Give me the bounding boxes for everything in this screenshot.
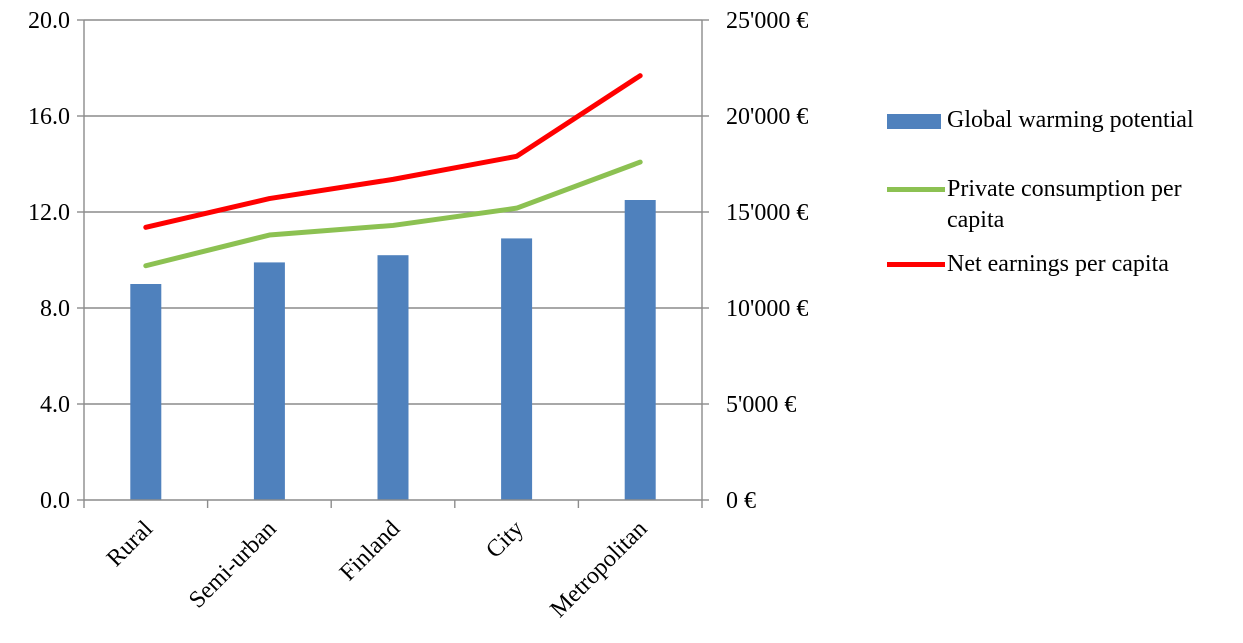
right-axis-tick-label: 5'000 € [726,392,796,418]
axes [77,19,709,508]
legend: Global warming potential Private consump… [887,105,1237,280]
line-series [143,73,643,269]
legend-item-consumption: Private consumption per capita [887,174,1237,236]
line-private-consumption [143,159,643,269]
legend-item-gwp: Global warming potential [887,105,1237,136]
legend-swatch-line [887,262,945,267]
legend-label: Global warming potential [947,107,1194,133]
left-axis-tick-label: 12.0 [28,200,70,226]
bar-global-warming-potential [130,284,162,500]
legend-label: Private consumption per capita [947,176,1182,233]
left-axis-tick-label: 4.0 [40,392,70,418]
x-axis-tick-label: Metropolitan [545,516,652,623]
bar-global-warming-potential [377,255,409,500]
bar-global-warming-potential [253,262,285,500]
gridlines [84,19,702,405]
x-axis-tick-label: Rural [102,516,158,572]
legend-item-earnings: Net earnings per capita [887,249,1237,280]
right-axis-tick-label: 20'000 € [726,104,808,130]
bar-series [130,200,656,500]
bar-global-warming-potential [624,200,656,500]
left-axis-tick-label: 8.0 [40,296,70,322]
right-axis-tick-labels: 0 € 5'000 € 10'000 € 15'000 € 20'000 € 25'000… [726,8,808,514]
legend-swatch-line [887,187,945,192]
x-axis-tick-label: Finland [335,516,405,586]
left-axis-tick-label: 0.0 [40,488,70,514]
right-axis-tick-label: 10'000 € [726,296,808,322]
left-axis-tick-labels: 0.0 4.0 8.0 12.0 16.0 20.0 [28,8,70,514]
left-axis-tick-label: 16.0 [28,104,70,130]
bar-global-warming-potential [501,238,533,500]
legend-label: Net earnings per capita [947,251,1169,277]
x-axis-tick-labels: Rural Semi-urban Finland City Metropolitan [102,516,652,623]
x-axis-tick-label: City [481,516,529,564]
legend-swatch-bar [887,114,941,129]
right-axis-tick-label: 15'000 € [726,200,808,226]
left-axis-tick-label: 20.0 [28,8,70,34]
right-axis-tick-label: 25'000 € [726,8,808,34]
x-axis-tick-label: Semi-urban [184,516,282,614]
line-net-earnings [143,73,643,230]
right-axis-tick-label: 0 € [726,488,756,514]
